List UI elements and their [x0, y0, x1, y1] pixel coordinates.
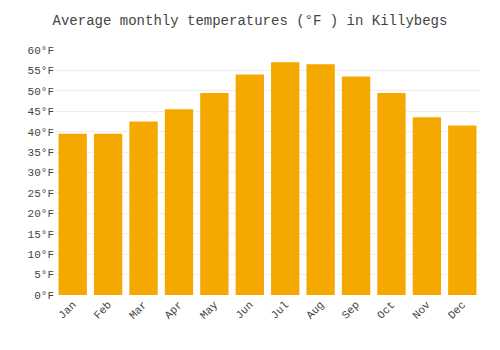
- svg-text:Jul: Jul: [269, 299, 291, 321]
- svg-text:20°F: 20°F: [28, 208, 54, 220]
- svg-text:Jun: Jun: [233, 299, 255, 321]
- svg-text:Jan: Jan: [56, 299, 78, 321]
- svg-text:Sep: Sep: [340, 299, 362, 321]
- svg-text:Nov: Nov: [410, 299, 433, 322]
- svg-text:10°F: 10°F: [28, 249, 54, 261]
- svg-text:Apr: Apr: [162, 299, 184, 321]
- svg-text:35°F: 35°F: [28, 147, 54, 159]
- svg-text:50°F: 50°F: [28, 86, 54, 98]
- svg-text:May: May: [198, 299, 221, 322]
- svg-text:45°F: 45°F: [28, 106, 54, 118]
- svg-text:Mar: Mar: [127, 299, 149, 321]
- svg-text:0°F: 0°F: [34, 290, 54, 302]
- svg-text:60°F: 60°F: [28, 45, 54, 57]
- svg-text:5°F: 5°F: [34, 269, 54, 281]
- svg-text:15°F: 15°F: [28, 229, 54, 241]
- svg-text:25°F: 25°F: [28, 188, 54, 200]
- svg-text:Average monthly temperatures (: Average monthly temperatures (°F ) in Ki…: [53, 13, 448, 29]
- svg-text:Dec: Dec: [446, 299, 468, 321]
- svg-text:Aug: Aug: [304, 299, 326, 321]
- svg-text:55°F: 55°F: [28, 65, 54, 77]
- svg-text:Oct: Oct: [375, 299, 397, 321]
- svg-text:30°F: 30°F: [28, 167, 54, 179]
- svg-text:Feb: Feb: [92, 299, 114, 321]
- svg-text:40°F: 40°F: [28, 127, 54, 139]
